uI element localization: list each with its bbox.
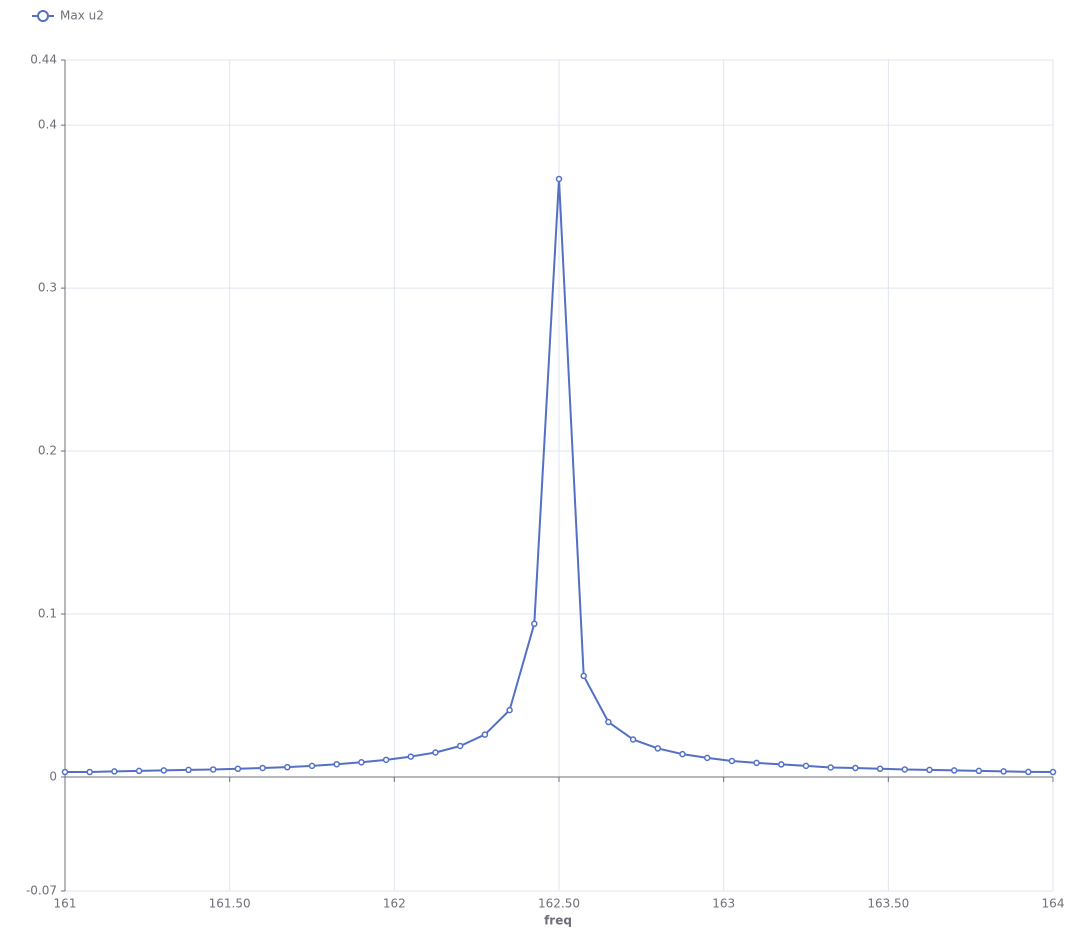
- legend-marker: [37, 10, 49, 22]
- data-point: [555, 175, 563, 183]
- y-tick-label: 0.3: [38, 281, 57, 295]
- data-point: [975, 767, 983, 775]
- data-point: [185, 766, 192, 774]
- data-point: [234, 765, 242, 773]
- data-point: [456, 742, 464, 750]
- legend-label: Max u2: [60, 9, 104, 23]
- data-point: [703, 754, 711, 762]
- x-tick-label: 164: [1042, 897, 1065, 911]
- data-point: [407, 753, 415, 760]
- x-tick-label: 161: [54, 897, 77, 911]
- data-point: [259, 764, 266, 772]
- data-point: [382, 756, 390, 764]
- data-point: [778, 761, 785, 768]
- legend-item[interactable]: Max u2: [32, 9, 104, 23]
- data-point: [160, 767, 168, 774]
- x-tick-label: 163: [712, 897, 735, 911]
- data-point: [926, 766, 933, 774]
- data-point: [901, 766, 909, 773]
- x-axis-label: freq: [544, 914, 572, 928]
- data-point: [481, 731, 489, 738]
- x-tick-label: 162.50: [538, 897, 580, 911]
- data-point: [605, 718, 612, 726]
- data-point: [950, 767, 958, 774]
- data-point: [61, 768, 69, 776]
- y-tick-label: 0: [49, 769, 57, 783]
- data-point: [284, 763, 291, 771]
- data-point: [531, 620, 538, 628]
- data-point: [852, 764, 859, 772]
- y-tick-label: 0.1: [38, 607, 57, 621]
- data-point: [86, 768, 93, 776]
- x-tick-label: 161.50: [209, 897, 251, 911]
- data-point: [753, 759, 760, 767]
- x-tick-label: 163.50: [867, 897, 909, 911]
- data-point: [654, 745, 662, 752]
- y-tick-label: 0.44: [30, 53, 57, 67]
- data-point: [802, 762, 810, 770]
- data-point: [1049, 768, 1057, 776]
- y-tick-label: 0.4: [38, 118, 57, 132]
- data-point: [506, 706, 513, 714]
- data-point: [827, 764, 834, 771]
- data-point: [333, 760, 340, 768]
- data-point: [629, 736, 637, 743]
- data-point: [1025, 768, 1032, 776]
- y-tick-label: 0.2: [38, 444, 57, 458]
- data-point: [432, 749, 439, 756]
- data-point: [135, 767, 143, 775]
- data-point: [876, 765, 884, 773]
- data-point: [728, 757, 736, 765]
- data-point: [1000, 768, 1007, 775]
- data-point: [209, 766, 217, 773]
- x-tick-label: 162: [383, 897, 406, 911]
- data-point: [580, 672, 587, 680]
- y-tick-label: -0.07: [26, 884, 57, 898]
- data-point: [111, 768, 118, 775]
- data-point: [358, 759, 365, 766]
- data-point: [679, 750, 686, 758]
- data-point: [308, 762, 316, 770]
